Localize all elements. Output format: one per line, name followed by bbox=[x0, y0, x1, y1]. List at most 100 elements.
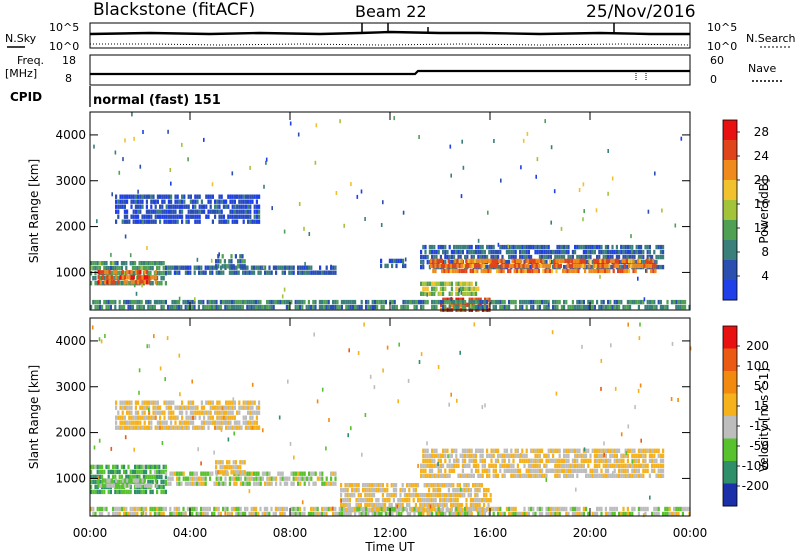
data-cell bbox=[456, 483, 459, 488]
data-cell bbox=[156, 281, 159, 286]
data-cell bbox=[534, 473, 537, 478]
data-cell bbox=[642, 468, 645, 473]
data-speck bbox=[369, 374, 372, 379]
data-cell bbox=[189, 420, 192, 425]
data-cell bbox=[415, 506, 418, 512]
data-cell bbox=[484, 302, 487, 307]
data-cell bbox=[565, 473, 568, 478]
data-speck bbox=[287, 379, 289, 384]
data-cell bbox=[364, 483, 367, 488]
data-cell bbox=[492, 463, 495, 468]
data-cell bbox=[472, 299, 475, 305]
cpid-value: normal (fast) 151 bbox=[93, 93, 221, 108]
data-cell bbox=[167, 400, 170, 405]
data-cell bbox=[214, 199, 217, 204]
data-cell bbox=[175, 299, 178, 305]
data-cell bbox=[620, 453, 623, 458]
data-cell bbox=[150, 400, 153, 405]
data-cell bbox=[127, 304, 130, 310]
data-cell bbox=[207, 420, 210, 425]
data-cell bbox=[589, 453, 592, 458]
data-cell bbox=[420, 291, 423, 296]
data-cell bbox=[598, 453, 601, 458]
data-cell bbox=[261, 304, 264, 310]
data-cell bbox=[430, 498, 433, 503]
data-cell bbox=[114, 474, 117, 480]
data-cell bbox=[500, 263, 503, 269]
data-cell bbox=[422, 291, 425, 296]
data-cell bbox=[189, 405, 192, 410]
data-cell bbox=[225, 204, 228, 209]
data-cell bbox=[571, 254, 574, 260]
data-cell bbox=[538, 249, 541, 255]
data-cell bbox=[121, 219, 124, 224]
data-cell bbox=[109, 304, 112, 310]
data-speck bbox=[203, 137, 205, 142]
data-cell bbox=[384, 488, 387, 493]
data-cell bbox=[325, 476, 328, 481]
data-cell bbox=[224, 299, 227, 305]
data-cell bbox=[94, 281, 97, 286]
data-cell bbox=[92, 266, 95, 271]
data-cell bbox=[240, 425, 243, 430]
data-cell bbox=[519, 458, 522, 463]
colorbar-tick-label: 100 bbox=[746, 359, 769, 373]
data-cell bbox=[336, 304, 339, 310]
data-cell bbox=[571, 506, 574, 512]
data-cell bbox=[222, 405, 225, 410]
data-cell bbox=[126, 478, 129, 483]
data-cell bbox=[258, 194, 261, 199]
data-cell bbox=[112, 299, 115, 305]
data-cell bbox=[587, 473, 590, 478]
data-cell bbox=[459, 297, 462, 302]
data-cell bbox=[492, 304, 495, 310]
data-cell bbox=[510, 468, 513, 473]
colorbar-segment bbox=[723, 348, 737, 372]
data-cell bbox=[659, 304, 662, 310]
data-cell bbox=[246, 270, 249, 275]
data-cell bbox=[581, 263, 584, 269]
data-cell bbox=[455, 299, 458, 305]
data-cell bbox=[558, 506, 561, 512]
data-cell bbox=[114, 506, 117, 512]
data-cell bbox=[585, 244, 588, 250]
data-cell bbox=[112, 511, 115, 517]
data-cell bbox=[603, 268, 606, 274]
data-cell bbox=[602, 463, 605, 468]
data-cell bbox=[156, 194, 159, 199]
data-speck bbox=[265, 157, 268, 162]
data-speck bbox=[612, 471, 614, 476]
data-cell bbox=[340, 503, 343, 508]
data-cell bbox=[435, 299, 438, 305]
data-cell bbox=[403, 493, 406, 498]
data-cell bbox=[662, 473, 665, 478]
nave-tick-lo: 0 bbox=[710, 73, 717, 86]
data-cell bbox=[379, 488, 382, 493]
x-tick-label: 04:00 bbox=[173, 526, 208, 540]
data-cell bbox=[615, 473, 618, 478]
data-cell bbox=[450, 498, 453, 503]
data-cell bbox=[248, 304, 251, 310]
data-cell bbox=[428, 259, 431, 265]
data-cell bbox=[255, 194, 258, 199]
data-cell bbox=[437, 249, 440, 255]
data-speck bbox=[348, 348, 350, 353]
data-cell bbox=[255, 476, 258, 481]
data-cell bbox=[96, 469, 99, 475]
data-cell bbox=[141, 194, 144, 199]
data-cell bbox=[314, 481, 317, 486]
data-cell bbox=[592, 268, 595, 274]
data-cell bbox=[176, 471, 179, 476]
data-cell bbox=[472, 286, 475, 291]
data-cell bbox=[234, 460, 237, 465]
data-cell bbox=[530, 458, 533, 463]
data-cell bbox=[138, 489, 141, 495]
data-cell bbox=[476, 483, 479, 488]
data-cell bbox=[571, 448, 574, 453]
data-cell bbox=[596, 458, 599, 463]
data-cell bbox=[92, 489, 95, 495]
data-cell bbox=[167, 199, 170, 204]
data-cell bbox=[460, 263, 463, 269]
data-cell bbox=[131, 474, 134, 480]
data-cell bbox=[527, 299, 530, 305]
